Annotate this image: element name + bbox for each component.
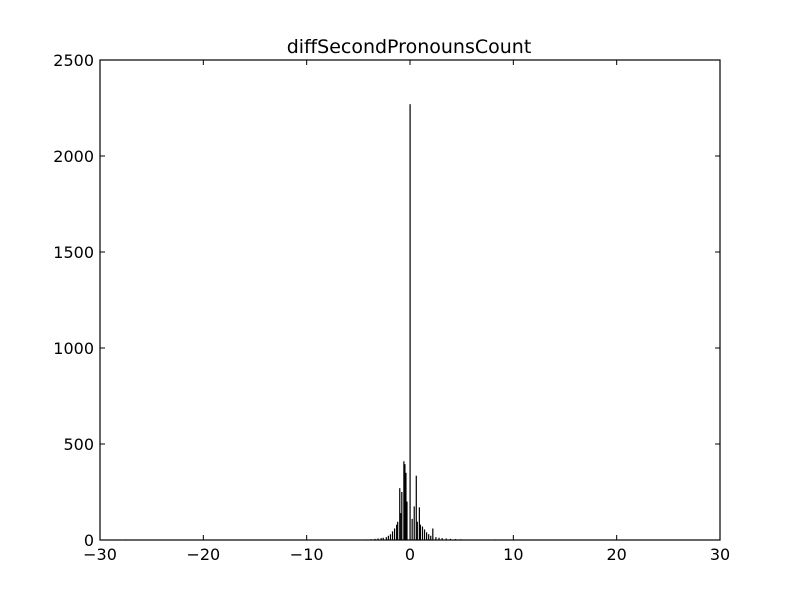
histogram-bar-28 bbox=[419, 524, 422, 540]
x-tick-label-0: −30 bbox=[83, 545, 117, 564]
histogram-bar-11 bbox=[391, 531, 394, 540]
histogram-bar-9 bbox=[387, 535, 389, 540]
histogram-bar-31 bbox=[426, 532, 428, 540]
bars-group bbox=[125, 104, 497, 541]
histogram-bar-38 bbox=[445, 538, 447, 540]
x-tick-label-5: 20 bbox=[606, 545, 626, 564]
histogram-bar-21 bbox=[406, 501, 408, 540]
histogram-bar-17 bbox=[401, 492, 403, 540]
x-tick-label-6: 30 bbox=[710, 545, 730, 564]
histogram-bar-20 bbox=[405, 472, 407, 540]
histogram-bar-16 bbox=[400, 513, 402, 540]
histogram-bar-25 bbox=[415, 475, 417, 540]
histogram-bar-33 bbox=[430, 535, 432, 540]
histogram-bar-32 bbox=[428, 534, 430, 540]
histogram-bar-12 bbox=[393, 528, 396, 540]
histogram-bar-14 bbox=[397, 521, 399, 540]
histogram-bar-19 bbox=[404, 464, 406, 540]
chart-title: diffSecondPronounsCount bbox=[287, 36, 532, 58]
y-tick-label-4: 2000 bbox=[53, 147, 94, 166]
histogram-bar-24 bbox=[413, 506, 415, 540]
histogram-bar-5 bbox=[377, 538, 379, 540]
x-tick-label-4: 10 bbox=[503, 545, 523, 564]
histogram-bar-18 bbox=[403, 461, 405, 540]
histogram-bar-10 bbox=[389, 534, 392, 540]
histogram-bar-15 bbox=[399, 488, 401, 540]
histogram-bar-37 bbox=[441, 538, 443, 540]
histogram-bar-8 bbox=[385, 537, 387, 540]
x-tick-label-3: 0 bbox=[405, 545, 415, 564]
histogram-bar-6 bbox=[380, 538, 382, 540]
histogram-bar-23 bbox=[411, 518, 413, 540]
histogram-bar-27 bbox=[418, 507, 420, 540]
y-tick-label-1: 500 bbox=[63, 435, 94, 454]
histogram-bar-36 bbox=[438, 537, 440, 540]
histogram-bar-30 bbox=[423, 529, 426, 540]
histogram-bar-34 bbox=[432, 528, 434, 540]
y-tick-label-5: 2500 bbox=[53, 51, 94, 70]
histogram-bar-29 bbox=[421, 526, 424, 540]
histogram-bar-22 bbox=[409, 104, 411, 540]
histogram-bar-35 bbox=[435, 537, 437, 540]
y-tick-label-0: 0 bbox=[84, 531, 94, 550]
y-tick-label-2: 1000 bbox=[53, 339, 94, 358]
ticks-group: −30 −20 −10 0 10 20 30 0 500 1000 1500 2000 2500 bbox=[53, 51, 730, 564]
y-tick-label-3: 1500 bbox=[53, 243, 94, 262]
histogram-bar-13 bbox=[396, 524, 398, 540]
histogram-bar-26 bbox=[416, 521, 418, 540]
plot-frame bbox=[99, 59, 721, 541]
histogram-bar-7 bbox=[382, 537, 384, 540]
x-tick-label-1: −20 bbox=[186, 545, 220, 564]
x-tick-label-2: −10 bbox=[290, 545, 324, 564]
